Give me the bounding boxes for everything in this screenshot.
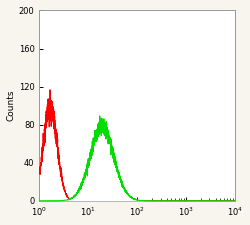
Y-axis label: Counts: Counts bbox=[7, 90, 16, 121]
